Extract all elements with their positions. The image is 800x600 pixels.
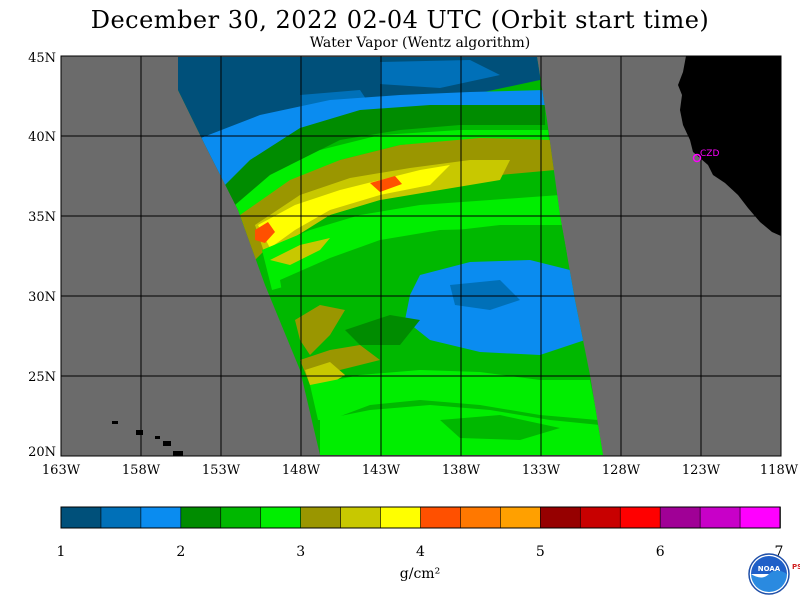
colorbar-swatch <box>260 506 302 529</box>
colorbar-swatch <box>579 506 622 529</box>
colorbar-tick-label: 2 <box>176 544 185 560</box>
colorbar-swatch <box>540 506 582 529</box>
colorbar-tick-label: 3 <box>296 544 305 560</box>
colorbar-swatch <box>60 506 102 529</box>
logo-text: NOAA <box>758 565 781 573</box>
colorbar-tick-label: 4 <box>416 544 425 560</box>
noaa-logo: NOAA <box>748 553 790 595</box>
lat-label: 35N <box>28 210 56 225</box>
colorbar-swatch <box>180 506 222 529</box>
colorbar-swatch <box>140 506 182 529</box>
psl-side-text: PSL <box>792 563 800 571</box>
hawaii-islands <box>112 421 183 456</box>
lat-label: 40N <box>28 130 56 145</box>
colorbar-swatch <box>460 506 502 529</box>
lat-label: 25N <box>28 370 56 385</box>
colorbar-tick-label: 7 <box>775 544 784 560</box>
lat-lon-grid <box>60 55 782 457</box>
colorbar-ticks: 1 2 3 4 5 6 7 <box>57 544 784 560</box>
lon-label: 143W <box>362 463 401 478</box>
lon-label: 118W <box>760 463 799 478</box>
colorbar-swatch <box>699 506 741 529</box>
lon-label: 133W <box>522 463 561 478</box>
lon-label: 158W <box>122 463 161 478</box>
land-mass <box>678 56 781 236</box>
lon-label: 123W <box>682 463 721 478</box>
lon-label: 163W <box>42 463 81 478</box>
station-marker <box>692 153 702 163</box>
colorbar-swatch <box>340 506 382 529</box>
latitude-labels: 45N 40N 35N 30N 25N 20N <box>28 51 56 460</box>
colorbar-swatch <box>619 506 661 529</box>
lon-label: 148W <box>282 463 321 478</box>
map-title: December 30, 2022 02-04 UTC (Orbit start… <box>90 6 710 34</box>
lat-label: 45N <box>28 51 56 66</box>
colorbar-swatch <box>659 506 701 529</box>
station-label: CZD <box>700 149 719 159</box>
lon-label: 153W <box>202 463 241 478</box>
colorbar-swatch <box>500 506 542 529</box>
colorbar-swatches <box>60 506 781 529</box>
colorbar-tick-label: 1 <box>57 544 66 560</box>
colorbar-tick-label: 5 <box>536 544 545 560</box>
colorbar-swatch <box>380 506 422 529</box>
map-subtitle: Water Vapor (Wentz algorithm) <box>309 35 531 51</box>
lat-label: 30N <box>28 290 56 305</box>
colorbar-swatch <box>739 506 781 529</box>
longitude-labels: 163W 158W 153W 148W 143W 138W 133W 128W … <box>42 463 799 478</box>
colorbar-unit: g/cm² <box>400 566 440 582</box>
colorbar-tick-label: 6 <box>656 544 665 560</box>
lon-label: 128W <box>602 463 641 478</box>
colorbar-swatch <box>420 506 462 529</box>
colorbar-swatch <box>100 506 142 529</box>
lon-label: 138W <box>442 463 481 478</box>
colorbar-swatch <box>300 506 342 529</box>
lat-label: 20N <box>28 445 56 460</box>
colorbar-swatch <box>220 506 262 529</box>
colorbar-frame <box>60 506 781 529</box>
